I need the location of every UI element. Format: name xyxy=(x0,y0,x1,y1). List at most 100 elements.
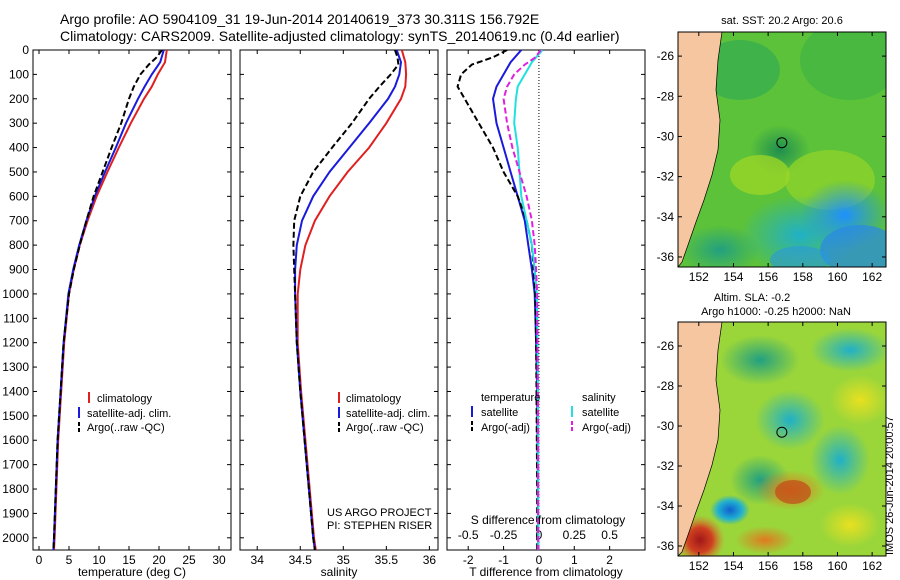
temperature-axes-frame xyxy=(32,49,232,551)
temperature-y-ticks: 0 100 200 300 400 500 600 700 800 900 1000 1100 1200… xyxy=(2,43,231,545)
s-tick-label: -0.5 xyxy=(458,528,479,542)
y-tick-label: 1700 xyxy=(2,458,29,472)
x-tick-label: 34.5 xyxy=(289,553,313,567)
sla-map-y-ticks: -26 -28 -30 -32 -34 -36 xyxy=(657,339,886,553)
legend-label-t-satellite: satellite xyxy=(481,407,518,419)
legend-title-temperature: temperature xyxy=(481,392,540,404)
difference-legend: temperature satellite Argo(-adj) salinit… xyxy=(471,392,631,434)
y-tick-label: 300 xyxy=(9,116,29,130)
map-y-tick-label: -34 xyxy=(657,499,675,513)
map-x-tick-label: 156 xyxy=(758,270,778,284)
x-tick-label: 36 xyxy=(423,553,437,567)
salinity-x-label: salinity xyxy=(321,565,358,579)
map-x-tick-label: 156 xyxy=(758,559,778,573)
map-y-tick-label: -30 xyxy=(657,419,675,433)
footer-timestamp: IMOS 26-Jun-2014 20:00:57 xyxy=(884,416,896,555)
x-tick-label: 10 xyxy=(92,553,106,567)
difference-y-ticks xyxy=(447,49,645,539)
salinity-panel: 34 34.5 35 35.5 36 salinity climatology sate… xyxy=(239,49,439,579)
temperature-x-label: temperature (deg C) xyxy=(78,565,186,579)
map-x-tick-label: 154 xyxy=(723,270,743,284)
x-tick-label: 0 xyxy=(36,553,43,567)
map-y-tick-label: -28 xyxy=(657,379,675,393)
sst-map-field xyxy=(678,32,886,267)
y-tick-label: 500 xyxy=(9,165,29,179)
map-y-tick-label: -32 xyxy=(657,459,675,473)
y-tick-label: 200 xyxy=(9,92,29,106)
difference-s-ticks: -0.5 -0.25 0 0.25 0.5 xyxy=(458,528,618,542)
s-tick-label: -0.25 xyxy=(490,528,518,542)
y-tick-label: 1000 xyxy=(2,287,29,301)
map-y-tick-label: -34 xyxy=(657,210,675,224)
s-tick-label: 0.25 xyxy=(563,528,587,542)
project-annotation-line1: US ARGO PROJECT xyxy=(327,507,432,519)
legend-label-argo: Argo(..raw -QC) xyxy=(87,422,165,434)
temperature-panel: 0100200300400500600700800900100011001200… xyxy=(2,43,232,579)
legend-label-s-satellite: satellite xyxy=(582,407,619,419)
argo-float-marker xyxy=(776,426,788,438)
x-tick-label: -1 xyxy=(498,553,509,567)
y-tick-label: 800 xyxy=(9,238,29,252)
legend-title-salinity: salinity xyxy=(582,392,616,404)
y-tick-label: 100 xyxy=(9,67,29,81)
x-tick-label: 35.5 xyxy=(375,553,399,567)
legend-label-satellite: satellite-adj. clim. xyxy=(87,408,171,420)
map-x-tick-label: 162 xyxy=(862,559,882,573)
salinity-axes-frame xyxy=(239,49,439,551)
sst-map-panel: sat. SST: 20.2 Argo: 20.6 152 154 156 158 16… xyxy=(657,15,887,284)
salinity-y-ticks xyxy=(240,49,438,539)
salinity-x-ticks: 34 34.5 35 35.5 36 xyxy=(251,50,437,567)
map-x-tick-label: 160 xyxy=(827,270,847,284)
map-y-tick-label: -30 xyxy=(657,129,675,143)
y-tick-label: 400 xyxy=(9,141,29,155)
y-tick-label: 1200 xyxy=(2,336,29,350)
x-tick-label: 5 xyxy=(66,553,73,567)
sla-map-panel: Altim. SLA: -0.2 Argo h1000: -0.25 h2000… xyxy=(657,292,887,573)
sst-map-x-ticks: 152 154 156 158 160 162 xyxy=(689,32,882,284)
y-tick-label: 900 xyxy=(9,263,29,277)
sla-map-title-line2: Argo h1000: -0.25 h2000: NaN xyxy=(701,306,851,318)
sst-map-y-ticks: -26 -28 -30 -32 -34 -36 xyxy=(657,49,886,264)
sla-map-field xyxy=(678,322,886,556)
map-y-tick-label: -26 xyxy=(657,49,675,63)
x-tick-label: 0 xyxy=(536,553,543,567)
y-tick-label: 600 xyxy=(9,189,29,203)
temperature-series xyxy=(52,50,168,550)
y-tick-label: 1800 xyxy=(2,482,29,496)
sla-map-frame xyxy=(677,321,887,557)
sst-map-frame xyxy=(677,31,887,268)
x-tick-label: 1 xyxy=(571,553,578,567)
s-tick-label: 0.5 xyxy=(601,528,618,542)
y-tick-label: 1300 xyxy=(2,360,29,374)
map-y-tick-label: -36 xyxy=(657,539,675,553)
difference-s-label: S difference from climatology xyxy=(471,513,626,527)
figure-title-line1: Argo profile: AO 5904109_31 19-Jun-2014 … xyxy=(60,11,539,27)
y-tick-label: 1600 xyxy=(2,433,29,447)
legend-label-satellite: satellite-adj. clim. xyxy=(346,408,430,420)
legend-label-s-argo: Argo(-adj) xyxy=(582,422,631,434)
y-tick-label: 700 xyxy=(9,214,29,228)
map-y-tick-label: -26 xyxy=(657,339,675,353)
x-tick-label: 20 xyxy=(152,553,166,567)
difference-x-label: T difference from climatology xyxy=(469,565,623,579)
y-tick-label: 1900 xyxy=(2,506,29,520)
salinity-legend: climatology satellite-adj. clim. Argo(..… xyxy=(338,392,430,434)
sla-map-title-line1: Altim. SLA: -0.2 xyxy=(714,292,790,304)
sla-map-x-ticks: 152 154 156 158 160 162 xyxy=(689,322,882,573)
difference-axes-frame xyxy=(446,49,646,551)
series-s-argo-adj xyxy=(502,50,542,550)
temperature-x-ticks: 0 5 10 15 20 25 30 xyxy=(36,50,226,567)
x-tick-label: 2 xyxy=(606,553,613,567)
sla-land xyxy=(678,322,723,556)
y-tick-label: 0 xyxy=(22,43,29,57)
y-tick-label: 1100 xyxy=(3,311,29,325)
map-x-tick-label: 160 xyxy=(827,559,847,573)
argo-float-marker xyxy=(776,137,788,149)
y-tick-label: 1500 xyxy=(2,409,29,423)
y-tick-label: 2000 xyxy=(2,531,29,545)
map-x-tick-label: 162 xyxy=(862,270,882,284)
map-y-tick-label: -28 xyxy=(657,89,675,103)
sst-land xyxy=(678,32,723,267)
temperature-legend: climatology satellite-adj. clim. Argo(..… xyxy=(78,392,171,434)
